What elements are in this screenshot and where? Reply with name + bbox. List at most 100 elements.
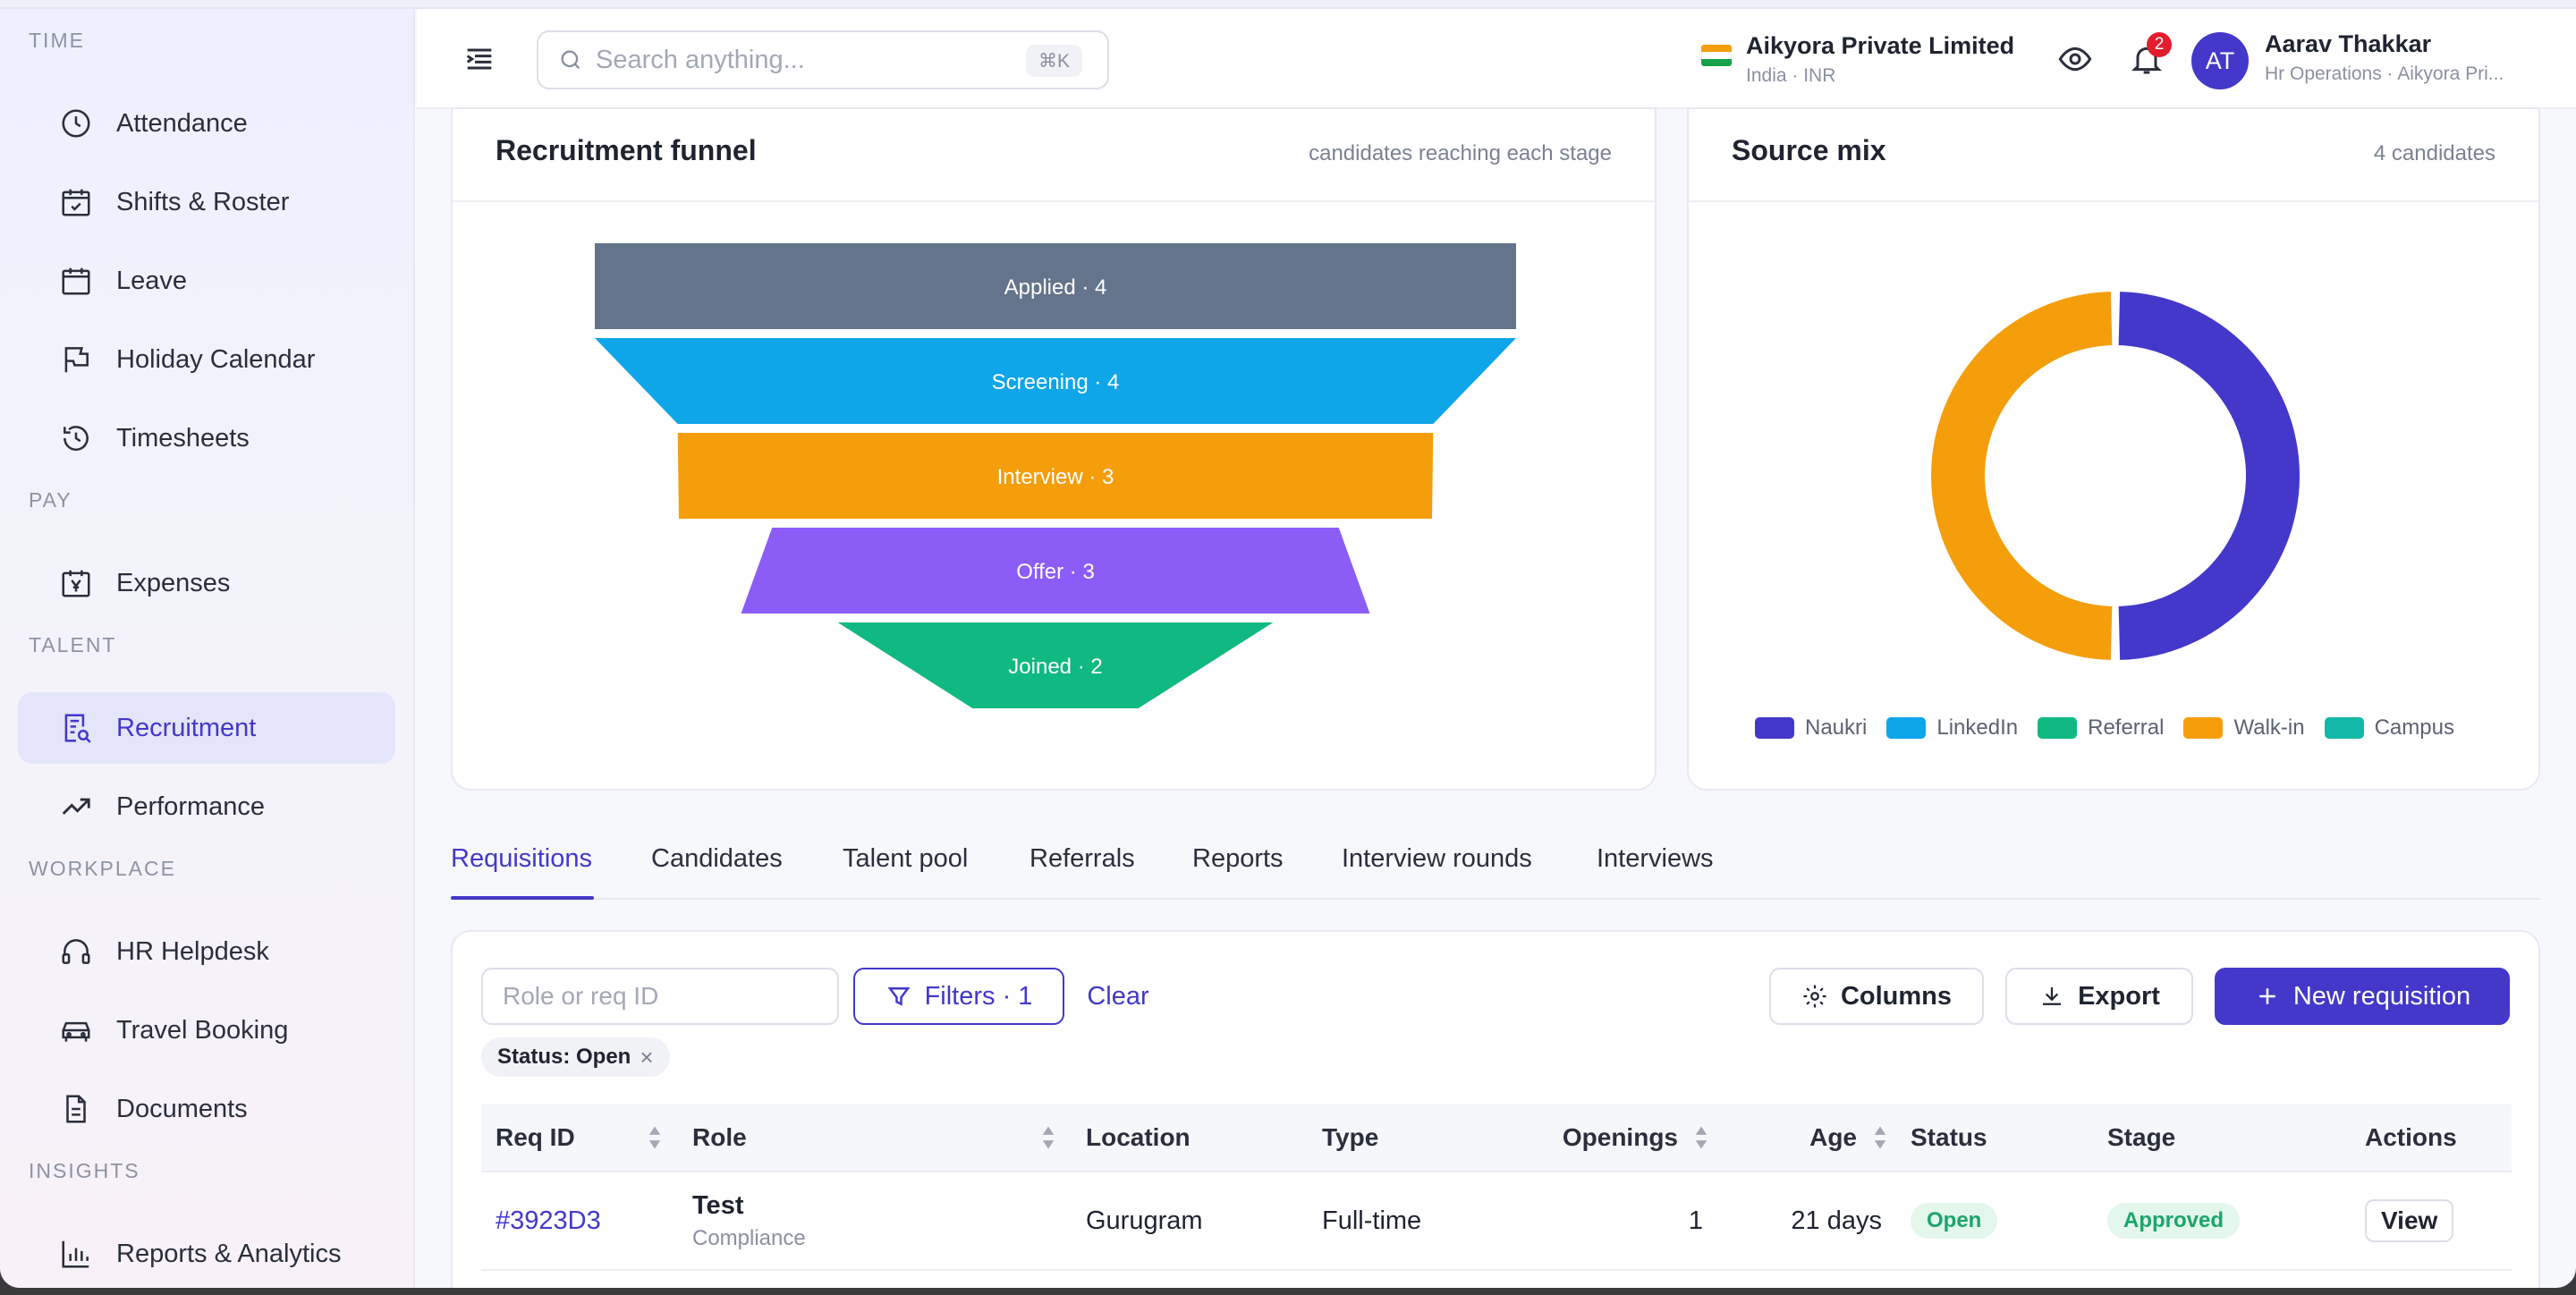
- sidebar-item-label: Recruitment: [116, 713, 257, 742]
- legend-item-walk-in: Walk-in: [2183, 715, 2305, 741]
- columns-button[interactable]: Columns: [1769, 968, 1984, 1025]
- sidebar-item-reports-analytics[interactable]: Reports & Analytics: [18, 1218, 395, 1288]
- donut-slice-walk-in: [1931, 292, 2113, 660]
- sidebar-item-timesheets[interactable]: Timesheets: [18, 402, 395, 474]
- card-subtitle: 4 candidates: [2373, 141, 2496, 165]
- funnel-stage-offer: [741, 528, 1370, 614]
- sidebar-item-leave[interactable]: Leave: [18, 245, 395, 317]
- sidebar-item-documents[interactable]: Documents: [18, 1073, 395, 1145]
- column-header-req-id[interactable]: Req ID: [481, 1104, 678, 1172]
- source-mix-card: Source mix 4 candidates Naukri LinkedIn Re…: [1687, 107, 2540, 791]
- role-title: Test: [692, 1190, 744, 1220]
- user-menu[interactable]: Aarav Thakkar Hr Operations · Aikyora Pr…: [2265, 30, 2551, 85]
- india-flag-icon: [1701, 45, 1732, 66]
- clear-filters-button[interactable]: Clear: [1082, 968, 1154, 1025]
- legend-item-referral: Referral: [2038, 715, 2164, 741]
- tab-label: Interview rounds: [1342, 844, 1532, 873]
- sort-icon[interactable]: [1041, 1125, 1055, 1150]
- tab-referrals[interactable]: Referrals: [1030, 844, 1135, 874]
- card-title: Source mix: [1732, 134, 1886, 166]
- tab-requisitions[interactable]: Requisitions: [451, 844, 592, 874]
- requisitions-panel: Filters · 1 Clear Columns Export New req…: [451, 930, 2540, 1288]
- sort-icon[interactable]: [648, 1125, 662, 1150]
- collapse-menu-icon[interactable]: [462, 41, 497, 77]
- tab-candidates[interactable]: Candidates: [651, 844, 783, 874]
- sidebar-item-label: Documents: [116, 1094, 248, 1123]
- legend-swatch: [2324, 717, 2364, 739]
- tab-interviews[interactable]: Interviews: [1597, 844, 1714, 874]
- avatar[interactable]: AT: [2191, 32, 2249, 89]
- search-input[interactable]: [596, 45, 1007, 75]
- recruitment-tabs: Requisitions Candidates Talent pool Refe…: [451, 832, 2540, 900]
- sidebar-item-shifts-roster[interactable]: Shifts & Roster: [18, 166, 395, 238]
- funnel-stage-label: Offer · 3: [1016, 560, 1095, 584]
- table-row[interactable]: #3923D3 Test Compliance Gurugram Full-ti…: [481, 1172, 2512, 1271]
- role-department: Compliance: [692, 1225, 806, 1250]
- sidebar-item-hr-helpdesk[interactable]: HR Helpdesk: [18, 916, 395, 987]
- tab-interview-rounds[interactable]: Interview rounds: [1342, 844, 1532, 874]
- sidebar-item-travel-booking[interactable]: Travel Booking: [18, 995, 395, 1066]
- top-header: ⌘K Aikyora Private Limited India · INR 2…: [417, 9, 2576, 109]
- chip-remove-icon[interactable]: ×: [640, 1043, 654, 1071]
- legend-swatch: [1886, 717, 1927, 739]
- column-header-age[interactable]: Age: [1717, 1104, 1896, 1172]
- notification-badge: 2: [2147, 32, 2172, 57]
- legend-label: Walk-in: [2233, 715, 2305, 740]
- eye-icon[interactable]: [2057, 41, 2093, 77]
- sidebar-item-attendance[interactable]: Attendance: [18, 88, 395, 159]
- sidebar-item-label: Expenses: [116, 568, 231, 597]
- gear-icon: [1803, 985, 1826, 1008]
- sidebar-item-holiday-calendar[interactable]: Holiday Calendar: [18, 324, 395, 395]
- export-button[interactable]: Export: [2005, 968, 2193, 1025]
- funnel-stage-screening: [595, 338, 1516, 424]
- funnel-stage-joined: [837, 622, 1274, 708]
- column-header-role[interactable]: Role: [678, 1104, 1072, 1172]
- section-label-pay: PAY: [29, 488, 72, 512]
- sidebar-item-expenses[interactable]: Expenses: [18, 547, 395, 619]
- openings-cell: 1: [1524, 1172, 1717, 1271]
- download-icon: [2043, 987, 2062, 1005]
- new-requisition-button[interactable]: New requisition: [2215, 968, 2510, 1025]
- legend-label: Naukri: [1805, 715, 1868, 740]
- sidebar-item-label: Performance: [116, 791, 266, 821]
- column-header-openings[interactable]: Openings: [1524, 1104, 1717, 1172]
- chart-legend: Naukri LinkedIn Referral Walk-in Campus: [1755, 715, 2454, 741]
- filters-label: Filters · 1: [924, 981, 1033, 1011]
- sort-icon[interactable]: [1873, 1125, 1887, 1150]
- funnel-stage-label: Applied · 4: [1004, 275, 1107, 300]
- sidebar: TIME Attendance Shifts & Roster Leave Ho…: [0, 9, 415, 1288]
- age-cell: 21 days: [1717, 1172, 1896, 1271]
- role-search-input[interactable]: [481, 968, 839, 1025]
- yen-receipt-icon: [62, 570, 90, 597]
- stage-badge: Approved: [2107, 1203, 2241, 1239]
- sort-icon[interactable]: [1694, 1125, 1708, 1150]
- sidebar-item-recruitment[interactable]: Recruitment: [18, 692, 395, 764]
- funnel-chart: Applied · 4 Screening · 4 Interview · 3 Off…: [595, 243, 1516, 708]
- trend-up-icon: [62, 798, 90, 815]
- legend-swatch: [2183, 717, 2224, 739]
- tab-reports[interactable]: Reports: [1192, 844, 1284, 874]
- car-icon: [62, 1021, 90, 1042]
- view-button[interactable]: View: [2365, 1199, 2454, 1242]
- card-header: Recruitment funnel candidates reaching e…: [453, 109, 1655, 202]
- tab-label: Reports: [1192, 844, 1284, 873]
- section-label-insights: INSIGHTS: [29, 1159, 140, 1182]
- global-search[interactable]: ⌘K: [537, 30, 1109, 89]
- req-id-link[interactable]: #3923D3: [496, 1206, 601, 1235]
- sidebar-item-label: Leave: [116, 266, 188, 295]
- column-header-actions: Actions: [2351, 1104, 2512, 1172]
- tab-talent-pool[interactable]: Talent pool: [843, 844, 968, 874]
- search-icon: [561, 50, 580, 70]
- legend-swatch: [2038, 717, 2078, 739]
- funnel-stage-label: Screening · 4: [992, 370, 1120, 394]
- donut-slice-naukri: [2118, 292, 2300, 660]
- status-badge: Open: [1911, 1203, 1998, 1239]
- bar-chart-icon: [62, 1240, 89, 1268]
- funnel-stage-label: Joined · 2: [1008, 655, 1102, 679]
- company-switcher[interactable]: Aikyora Private Limited India · INR: [1701, 32, 2014, 87]
- sidebar-item-performance[interactable]: Performance: [18, 771, 395, 842]
- column-header-status: Status: [1896, 1104, 2093, 1172]
- table-header-row: Req ID Role Location Type Openings Age S…: [481, 1104, 2512, 1172]
- filters-button[interactable]: Filters · 1: [853, 968, 1064, 1025]
